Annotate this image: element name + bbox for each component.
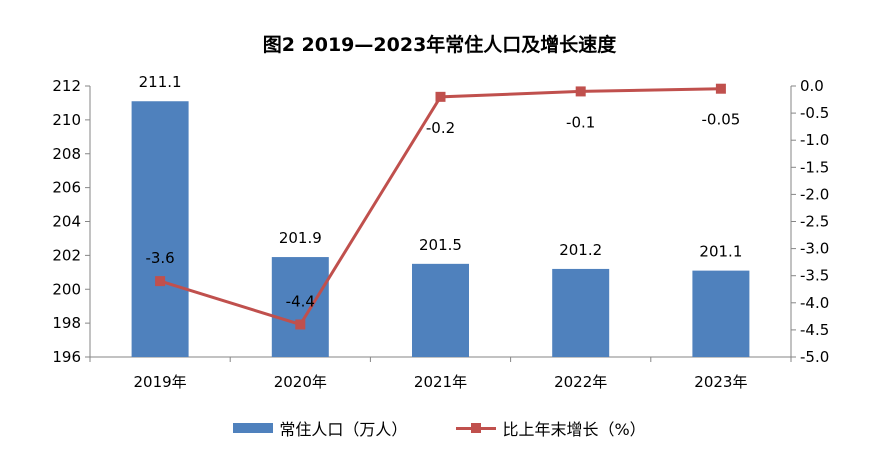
y-right-tick-label: 0.0 <box>800 77 824 95</box>
y-left-tick-label: 202 <box>52 246 81 264</box>
population-data-label: 201.5 <box>419 236 462 254</box>
y-right-tick-label: -4.5 <box>800 321 829 339</box>
x-tick-label: 2020年 <box>274 373 327 391</box>
chart-title: 图2 2019—2023年常住人口及增长速度 <box>262 34 617 56</box>
legend-line-swatch-icon <box>456 423 497 433</box>
growth-marker <box>295 319 306 330</box>
y-right-tick-label: -5.0 <box>800 348 829 366</box>
x-tick-label: 2019年 <box>134 373 187 391</box>
growth-data-label: -0.05 <box>701 111 740 129</box>
growth-marker <box>155 276 166 287</box>
population-bar <box>692 270 750 357</box>
x-tick-label: 2023年 <box>694 373 747 391</box>
y-right-tick-label: -3.5 <box>800 267 829 285</box>
y-left-tick-label: 198 <box>52 314 81 332</box>
y-right-tick-label: -2.5 <box>800 213 829 231</box>
y-left-tick-label: 210 <box>52 111 81 129</box>
x-tick-label: 2022年 <box>554 373 607 391</box>
population-bar <box>271 257 329 357</box>
growth-marker <box>575 86 586 97</box>
growth-marker <box>435 91 446 102</box>
y-right-tick-label: -2.0 <box>800 185 829 203</box>
population-bar <box>131 101 189 358</box>
legend-label-growth: 比上年末增长（%） <box>502 420 646 439</box>
y-left-tick-label: 208 <box>52 145 81 163</box>
growth-data-label: -0.2 <box>426 119 455 137</box>
growth-data-label: -4.4 <box>286 292 315 310</box>
y-left-tick-label: 200 <box>52 280 81 298</box>
y-right-tick-label: -3.0 <box>800 240 829 258</box>
x-tick-label: 2021年 <box>414 373 467 391</box>
y-left-tick-label: 212 <box>52 77 81 95</box>
growth-data-label: -0.1 <box>566 113 595 131</box>
population-bar <box>412 263 469 357</box>
y-left-tick-label: 196 <box>52 348 81 366</box>
y-right-tick-label: -1.5 <box>800 158 829 176</box>
population-data-label: 201.9 <box>279 229 322 247</box>
growth-marker <box>715 83 726 94</box>
population-data-label: 201.1 <box>699 243 742 261</box>
population-bar <box>552 268 610 357</box>
legend-item-growth: 比上年末增长（%） <box>456 416 646 440</box>
population-data-label: 201.2 <box>559 241 602 259</box>
growth-data-label: -3.6 <box>145 249 174 267</box>
y-right-tick-label: -4.0 <box>800 294 829 312</box>
y-right-tick-label: -1.0 <box>800 131 829 149</box>
chart-legend: 常住人口（万人） 比上年末增长（%） <box>0 416 879 440</box>
legend-label-population: 常住人口（万人） <box>279 420 408 439</box>
legend-bar-swatch-icon <box>233 423 274 433</box>
population-data-label: 211.1 <box>139 73 182 91</box>
y-left-tick-label: 206 <box>52 179 81 197</box>
y-right-tick-label: -0.5 <box>800 104 829 122</box>
chart-plot: 196 198 200 202 204 206 208 210 212 0.0 -0.5 -1.0 -1… <box>52 73 829 391</box>
legend-item-population: 常住人口（万人） <box>233 416 407 440</box>
y-left-tick-label: 204 <box>52 213 81 231</box>
